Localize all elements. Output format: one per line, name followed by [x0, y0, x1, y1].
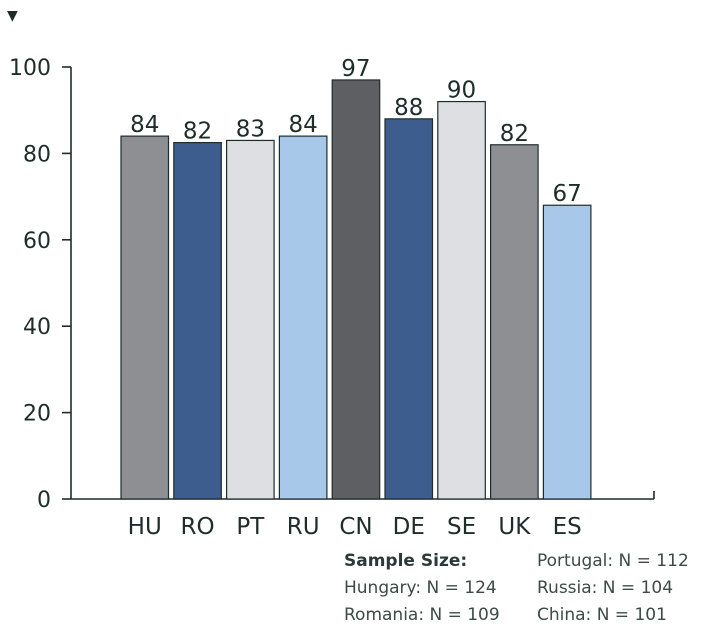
data-label-es: 67: [553, 181, 582, 207]
bar-ro: [173, 142, 222, 500]
sample-size-column-2: Portugal: N = 112 Russia: N = 104 China:…: [537, 548, 689, 629]
y-tick-label: 100: [9, 56, 51, 81]
y-tick-label: 20: [23, 402, 51, 427]
data-label-ru: 84: [289, 112, 318, 138]
bars: [120, 79, 592, 500]
bar-cn: [331, 79, 381, 500]
category-label-pt: PT: [236, 514, 265, 540]
y-tick-label: 40: [23, 315, 51, 340]
sample-size-romania: Romania: N = 109: [344, 605, 500, 625]
category-label-cn: CN: [339, 514, 372, 540]
bar-hu: [120, 135, 170, 500]
bar-es: [542, 204, 592, 500]
sample-size-notes: Sample Size: Hungary: N = 124 Romania: N…: [344, 548, 724, 628]
bar-uk: [490, 144, 539, 500]
data-labels: 84 HU 82 RO 83 PT 84 RU 97 CN 88 DE 90 SE 82 UK 67 ES: [128, 56, 582, 540]
bar-chart: 0 20 40 60 80 100 84 HU 82 RO 83 PT 84 RU 97 CN 88 DE 90 S…: [9, 56, 655, 540]
y-tick-label: 80: [23, 142, 51, 167]
sample-size-heading: Sample Size:: [344, 551, 468, 571]
sample-size-russia: Russia: N = 104: [537, 578, 674, 598]
category-label-se: SE: [447, 514, 476, 540]
sample-size-hungary: Hungary: N = 124: [344, 578, 497, 598]
data-label-ro: 82: [183, 119, 212, 145]
category-label-ru: RU: [287, 514, 320, 540]
category-label-uk: UK: [498, 514, 531, 540]
data-label-pt: 83: [236, 116, 265, 142]
data-label-hu: 84: [130, 112, 159, 138]
triangle-marker-icon: ▼: [7, 8, 18, 24]
category-label-ro: RO: [181, 514, 215, 540]
bar-de: [384, 118, 434, 500]
data-label-de: 88: [394, 95, 423, 121]
sample-size-portugal: Portugal: N = 112: [537, 551, 689, 571]
sample-size-column-1: Sample Size: Hungary: N = 124 Romania: N…: [344, 548, 500, 629]
data-label-cn: 97: [341, 56, 370, 82]
y-tick-label: 60: [23, 229, 51, 254]
data-label-se: 90: [447, 78, 476, 104]
sample-size-china: China: N = 101: [537, 605, 667, 625]
category-label-de: DE: [393, 514, 425, 540]
bar-se: [437, 100, 486, 500]
category-label-hu: HU: [128, 514, 162, 540]
y-tick-label: 0: [37, 488, 51, 513]
data-label-uk: 82: [500, 121, 529, 147]
bar-ru: [278, 135, 328, 500]
bar-pt: [226, 139, 275, 500]
category-label-es: ES: [553, 514, 582, 540]
